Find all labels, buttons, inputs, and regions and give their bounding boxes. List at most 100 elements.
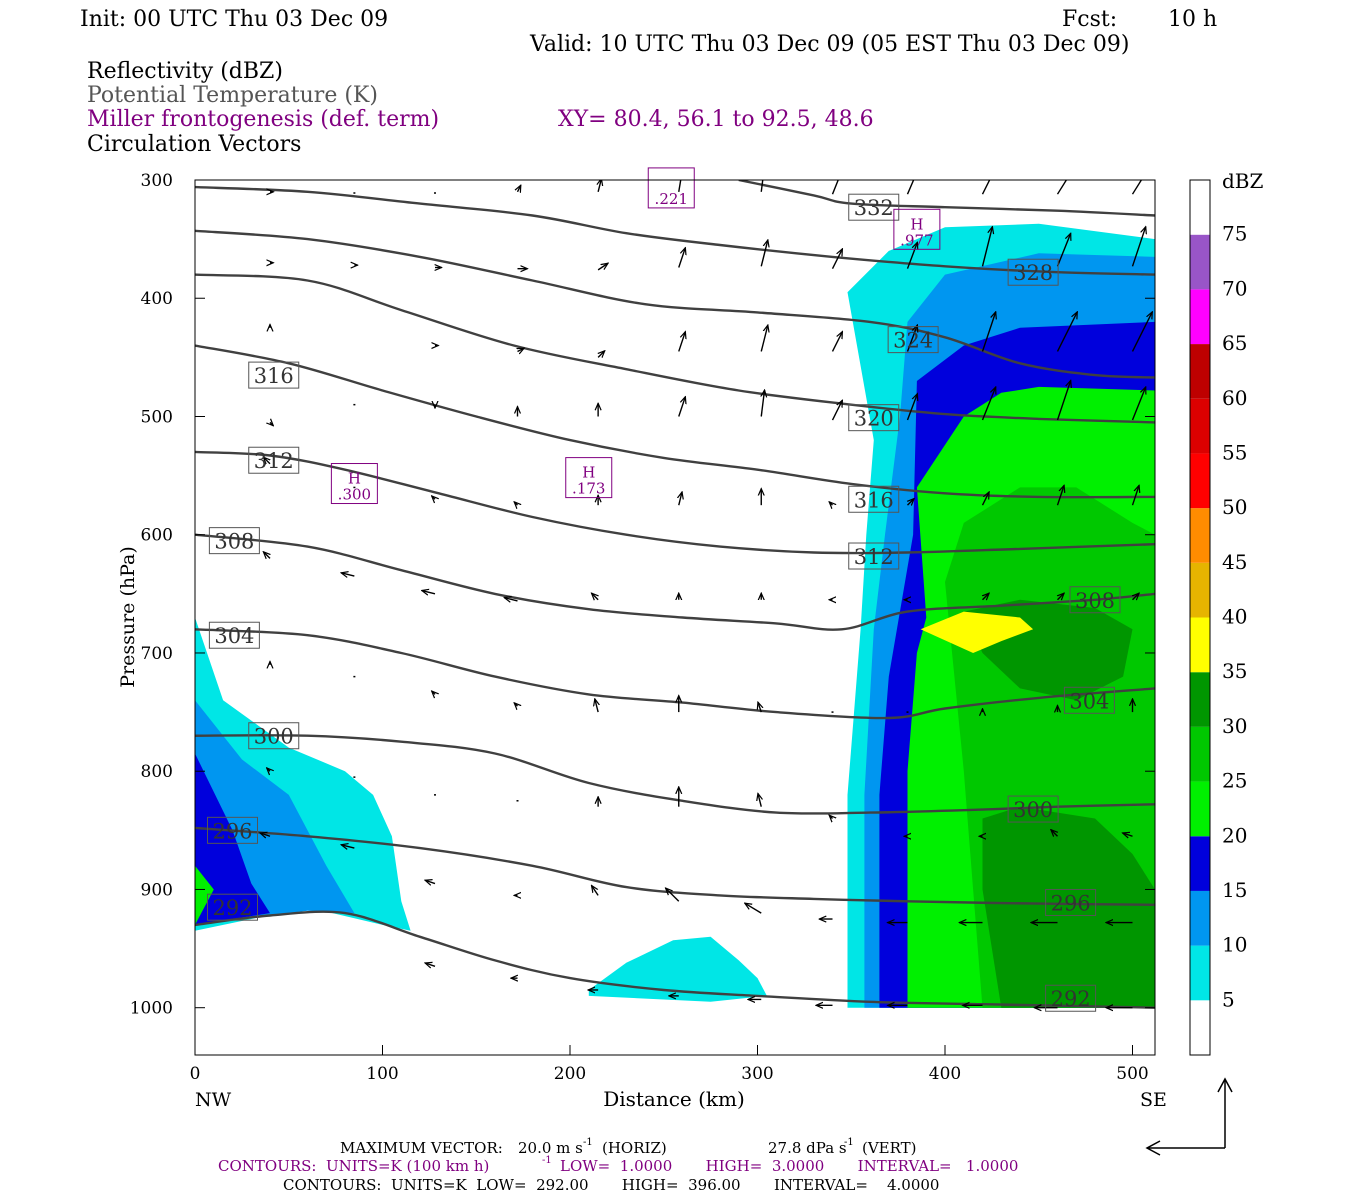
circulation-vector bbox=[1131, 312, 1153, 352]
miller-high-box bbox=[647, 167, 695, 209]
circulation-vector bbox=[758, 793, 761, 807]
circulation-vector bbox=[678, 397, 686, 417]
colorbar-swatch bbox=[1190, 945, 1210, 1001]
theta-label: 316 bbox=[854, 488, 894, 512]
theta-contour-320 bbox=[195, 273, 1155, 424]
theta-label-box bbox=[208, 621, 260, 649]
field-vectors: Circulation Vectors bbox=[87, 132, 301, 157]
circulation-vector bbox=[422, 591, 436, 594]
circulation-vector bbox=[1056, 485, 1065, 506]
circulation-vector bbox=[983, 593, 990, 600]
theta-label: 308 bbox=[214, 530, 254, 554]
theta-contour-308 bbox=[195, 533, 1155, 631]
colorbar-swatch bbox=[1190, 180, 1210, 235]
circulation-vector bbox=[341, 845, 355, 848]
circulation-vector bbox=[518, 185, 521, 192]
colorbar-title: dBZ bbox=[1222, 169, 1264, 193]
circulation-vector bbox=[1131, 227, 1146, 267]
theta-label-box bbox=[848, 193, 900, 221]
theta-label: 304 bbox=[1069, 689, 1109, 713]
theta-label-box bbox=[207, 893, 258, 921]
colorbar-label: 20 bbox=[1222, 823, 1247, 847]
theta-label-box bbox=[887, 326, 939, 354]
theta-label: 300 bbox=[254, 725, 294, 749]
circulation-vector bbox=[906, 180, 915, 195]
circulation-vector bbox=[1056, 312, 1078, 352]
colorbar-frame bbox=[1189, 179, 1211, 1056]
circulation-vector bbox=[518, 348, 525, 351]
miller-high-value: .977 bbox=[900, 231, 933, 249]
circulation-vector bbox=[514, 703, 517, 706]
colorbar-label: 75 bbox=[1222, 222, 1247, 246]
theta-label-box bbox=[1045, 888, 1097, 916]
max-vector-label: MAXIMUM VECTOR: bbox=[340, 1139, 503, 1157]
theta-label: 300 bbox=[1013, 798, 1053, 822]
x-axis-title: Distance (km) bbox=[603, 1087, 745, 1111]
y-tick-label: 900 bbox=[141, 880, 173, 900]
theta-label-box bbox=[207, 816, 258, 844]
colorbar-swatch bbox=[1190, 672, 1210, 727]
theta-label-box bbox=[248, 361, 300, 389]
circulation-vector bbox=[595, 699, 598, 713]
theta-label-box bbox=[1063, 686, 1115, 714]
circulation-vector bbox=[1056, 180, 1068, 195]
miller-high-value: .221 bbox=[655, 190, 688, 208]
circulation-vector bbox=[270, 422, 273, 425]
miller-high-value: .300 bbox=[338, 486, 371, 504]
circulation-vector bbox=[432, 691, 435, 694]
reflectivity-region-15dbz bbox=[195, 753, 270, 925]
circulation-vector bbox=[906, 325, 918, 352]
miller-contours-info-range: LOW= 1.0000 HIGH= 3.0000 INTERVAL= 1.000… bbox=[560, 1157, 1018, 1175]
x-end-label-se: SE bbox=[1140, 1089, 1167, 1111]
y-tick-label: 300 bbox=[141, 171, 173, 191]
circulation-vector bbox=[341, 573, 355, 576]
axes: 0 100 200 300 400 500 300 400 500 600 700 800 900 100… bbox=[130, 171, 1155, 1084]
theta-label: 292 bbox=[1051, 987, 1091, 1011]
circulation-vector bbox=[1051, 830, 1058, 837]
miller-high-label: H bbox=[348, 470, 361, 488]
colorbar-swatch bbox=[1190, 562, 1210, 618]
circulation-vector bbox=[908, 499, 915, 506]
circulation-vector bbox=[592, 593, 599, 600]
colorbar-label: 55 bbox=[1222, 440, 1247, 464]
theta-label: 324 bbox=[893, 329, 933, 353]
colorbar-swatch bbox=[1190, 617, 1210, 673]
colorbar-swatch bbox=[1190, 890, 1210, 946]
miller-contours-info-exp: -1 bbox=[542, 1155, 552, 1166]
reflectivity-region-20dbz bbox=[195, 865, 214, 925]
colorbar-label: 10 bbox=[1222, 933, 1247, 957]
theta-label: 308 bbox=[1075, 589, 1115, 613]
circulation-vector bbox=[831, 249, 843, 269]
theta-contour-328 bbox=[195, 185, 1155, 276]
colorbar-label: 65 bbox=[1222, 331, 1247, 355]
colorbar-label: 60 bbox=[1222, 386, 1247, 410]
circulation-vector bbox=[829, 815, 832, 818]
circulation-vector bbox=[263, 457, 270, 464]
colorbar-label: 25 bbox=[1222, 769, 1247, 793]
circulation-vector bbox=[1133, 593, 1140, 600]
y-axis-title: Pressure (hPa) bbox=[117, 546, 139, 688]
max-vector-vert: 27.8 dPa s bbox=[768, 1139, 847, 1157]
miller-high-box bbox=[565, 457, 613, 499]
x-tick-label: 300 bbox=[741, 1064, 773, 1084]
max-vector-horiz: 20.0 m s bbox=[518, 1139, 583, 1157]
theta-label-box bbox=[848, 485, 900, 513]
circulation-vector bbox=[597, 263, 608, 271]
theta-contours bbox=[195, 180, 1155, 1009]
colorbar-swatch bbox=[1190, 234, 1210, 290]
colorbar-swatch bbox=[1190, 781, 1210, 837]
miller-high-label: H bbox=[910, 215, 923, 233]
theta-label: 320 bbox=[854, 407, 894, 431]
circulation-vector bbox=[267, 768, 270, 771]
max-vector-horiz-unit: (HORIZ) bbox=[602, 1139, 667, 1157]
circulation-vector bbox=[760, 240, 768, 267]
circulation-vector bbox=[831, 400, 843, 421]
circulation-vector bbox=[1131, 180, 1143, 195]
circulation-vector bbox=[761, 390, 764, 417]
circulation-vector bbox=[831, 180, 839, 195]
theta-label-box bbox=[848, 542, 900, 570]
miller-high-value: .173 bbox=[572, 480, 605, 498]
theta-label-box bbox=[248, 446, 300, 474]
circulation-vector bbox=[906, 242, 918, 269]
circulation-vector bbox=[425, 880, 436, 883]
